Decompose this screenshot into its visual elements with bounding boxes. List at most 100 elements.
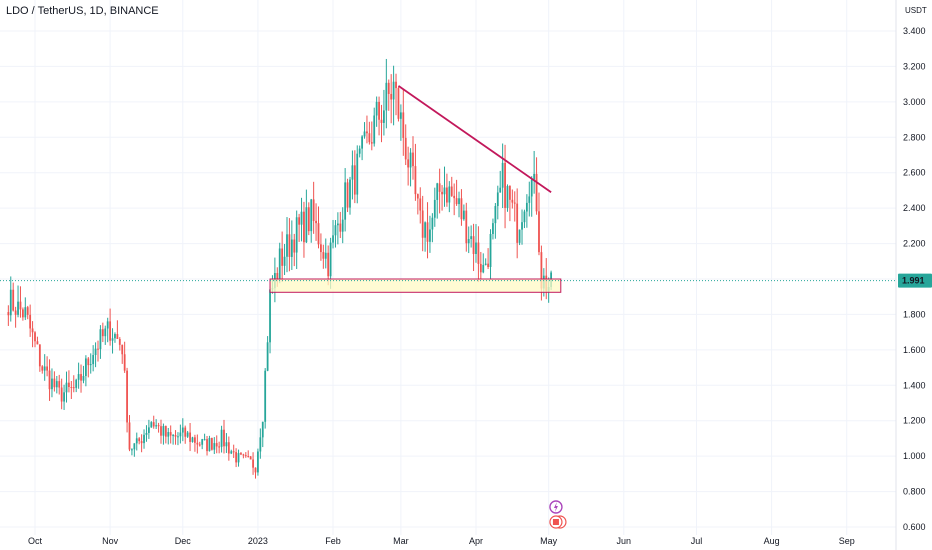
candle-body <box>484 263 487 265</box>
candle-body <box>538 211 540 253</box>
candle-body <box>254 467 257 473</box>
price-tick-label: 2.800 <box>903 132 926 142</box>
candle-body <box>21 309 24 318</box>
candle-body <box>80 374 82 381</box>
candle-body <box>327 252 330 277</box>
candle-body <box>385 82 388 111</box>
candle-body <box>123 354 126 371</box>
currency-unit-label: USDT <box>905 6 927 15</box>
last-price-tag[interactable] <box>898 273 932 288</box>
support-zone-rectangle[interactable] <box>269 278 562 293</box>
descending-trendline[interactable] <box>397 85 552 193</box>
candle-body <box>324 252 327 259</box>
candle-body <box>487 263 490 267</box>
candle-body <box>68 382 70 387</box>
drawings-layer[interactable] <box>0 85 896 293</box>
candle-body <box>298 217 301 225</box>
candle-body <box>147 427 150 433</box>
flag-icon[interactable] <box>549 515 567 529</box>
candle-body <box>43 366 46 371</box>
candle-body <box>26 307 29 315</box>
candle-body <box>19 301 22 310</box>
candle-body <box>116 334 119 339</box>
candle-body <box>135 438 138 444</box>
candle-body <box>315 220 317 224</box>
candle-body <box>390 93 393 100</box>
last-price-label: 1.991 <box>902 276 925 286</box>
candle-body <box>276 273 279 279</box>
candles-layer <box>7 58 552 479</box>
candle-body <box>131 449 133 451</box>
candle-body <box>404 137 407 160</box>
candle-body <box>288 234 291 257</box>
candle-body <box>84 358 87 376</box>
candle-body <box>346 182 349 208</box>
candle-body <box>242 454 245 456</box>
candle-body <box>412 152 414 167</box>
candle-body <box>240 453 242 455</box>
candle-body <box>208 438 211 452</box>
candle-body <box>399 112 402 119</box>
candle-body <box>424 222 427 238</box>
candle-body <box>140 441 143 444</box>
candle-body <box>494 206 497 224</box>
candle-body <box>441 191 443 195</box>
candle-body <box>186 432 189 437</box>
candle-body <box>259 437 262 452</box>
candle-body <box>143 434 145 444</box>
chart-grid <box>0 0 896 535</box>
candle-body <box>453 195 456 199</box>
candle-body <box>55 381 58 388</box>
candle-body <box>429 229 431 242</box>
candle-body <box>87 358 90 366</box>
candle-body <box>38 344 41 367</box>
candle-body <box>375 101 378 116</box>
flash-icon[interactable] <box>549 500 563 514</box>
candle-body <box>138 438 141 442</box>
candle-body <box>60 387 63 402</box>
candle-body <box>189 432 191 442</box>
candle-body <box>196 442 199 445</box>
candle-body <box>436 183 439 200</box>
candle-body <box>378 101 380 120</box>
candle-body <box>516 203 519 243</box>
candle-body <box>167 432 170 437</box>
candle-body <box>450 186 453 196</box>
candle-body <box>31 328 34 333</box>
candle-body <box>24 307 27 318</box>
time-tick-label: Feb <box>325 536 341 546</box>
candle-body <box>438 183 441 192</box>
candle-body <box>458 198 460 205</box>
candle-body <box>303 211 305 243</box>
candle-body <box>332 235 334 243</box>
candle-body <box>281 248 284 266</box>
time-tick-label: Jun <box>617 536 632 546</box>
candle-body <box>305 207 308 243</box>
candle-body <box>283 256 286 266</box>
candle-body <box>293 239 296 253</box>
candle-body <box>201 439 204 445</box>
price-tick-label: 2.400 <box>903 203 926 213</box>
price-axis[interactable]: 3.4003.2003.0002.8002.6002.4002.2002.000… <box>895 0 932 550</box>
candle-body <box>194 437 196 443</box>
candle-body <box>465 210 468 244</box>
candle-body <box>433 199 436 218</box>
candle-body <box>426 222 429 242</box>
candle-body <box>133 443 136 450</box>
candle-body <box>419 198 422 211</box>
candle-body <box>300 211 303 225</box>
price-tick-label: 2.600 <box>903 168 926 178</box>
candle-body <box>477 242 480 264</box>
event-markers[interactable] <box>549 500 567 529</box>
time-axis[interactable]: Oct Nov Dec 2023 Feb Mar Apr May Jun Jul Aug Sep <box>28 536 855 546</box>
candle-body <box>349 179 351 208</box>
candle-body <box>215 443 218 447</box>
price-tick-label: 1.600 <box>903 345 926 355</box>
candle-body <box>72 387 75 389</box>
candle-body <box>278 248 281 279</box>
candle-body <box>317 223 320 245</box>
chart-symbol-title[interactable]: LDO / TetherUS, 1D, BINANCE <box>6 5 159 17</box>
candle-body <box>223 429 225 447</box>
candle-body <box>356 153 359 195</box>
